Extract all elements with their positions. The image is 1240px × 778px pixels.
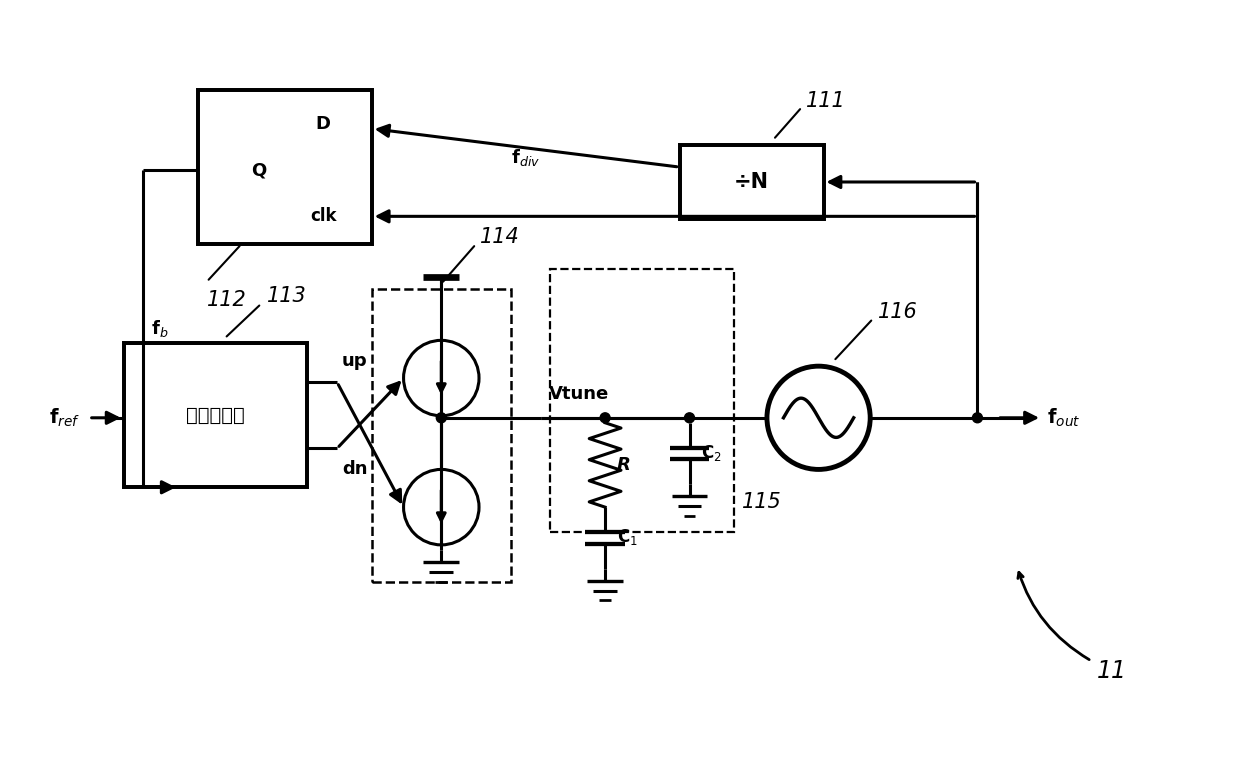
Text: 11: 11: [1096, 659, 1127, 683]
Text: R: R: [618, 456, 631, 474]
Text: 112: 112: [207, 289, 247, 310]
Text: ÷N: ÷N: [734, 172, 769, 192]
Circle shape: [768, 366, 870, 469]
Circle shape: [972, 413, 982, 422]
Bar: [551, 269, 734, 532]
Text: 116: 116: [878, 302, 918, 321]
Text: f$_{out}$: f$_{out}$: [1047, 407, 1080, 429]
Text: f$_{ref}$: f$_{ref}$: [50, 407, 81, 429]
Bar: [198, 90, 372, 244]
Text: 114: 114: [480, 227, 520, 247]
Text: clk: clk: [310, 208, 336, 226]
Text: f$_{div}$: f$_{div}$: [511, 147, 541, 168]
Text: D: D: [316, 115, 331, 133]
Text: Vtune: Vtune: [548, 385, 609, 403]
Circle shape: [403, 340, 479, 415]
Bar: [680, 145, 823, 219]
Text: C$_2$: C$_2$: [702, 443, 722, 463]
Bar: [372, 289, 511, 582]
Text: 111: 111: [806, 91, 846, 111]
Circle shape: [684, 413, 694, 422]
Circle shape: [403, 469, 479, 545]
Circle shape: [436, 413, 446, 422]
Text: 113: 113: [267, 286, 306, 306]
Text: dn: dn: [342, 461, 367, 478]
Text: f$_b$: f$_b$: [151, 318, 169, 339]
Circle shape: [600, 413, 610, 422]
Text: up: up: [342, 352, 367, 370]
Text: C$_1$: C$_1$: [618, 527, 637, 547]
Text: 鉴频鉴相器: 鉴频鉴相器: [186, 406, 244, 425]
Text: Q: Q: [252, 161, 267, 179]
Text: 115: 115: [742, 492, 782, 512]
Bar: [124, 343, 308, 487]
